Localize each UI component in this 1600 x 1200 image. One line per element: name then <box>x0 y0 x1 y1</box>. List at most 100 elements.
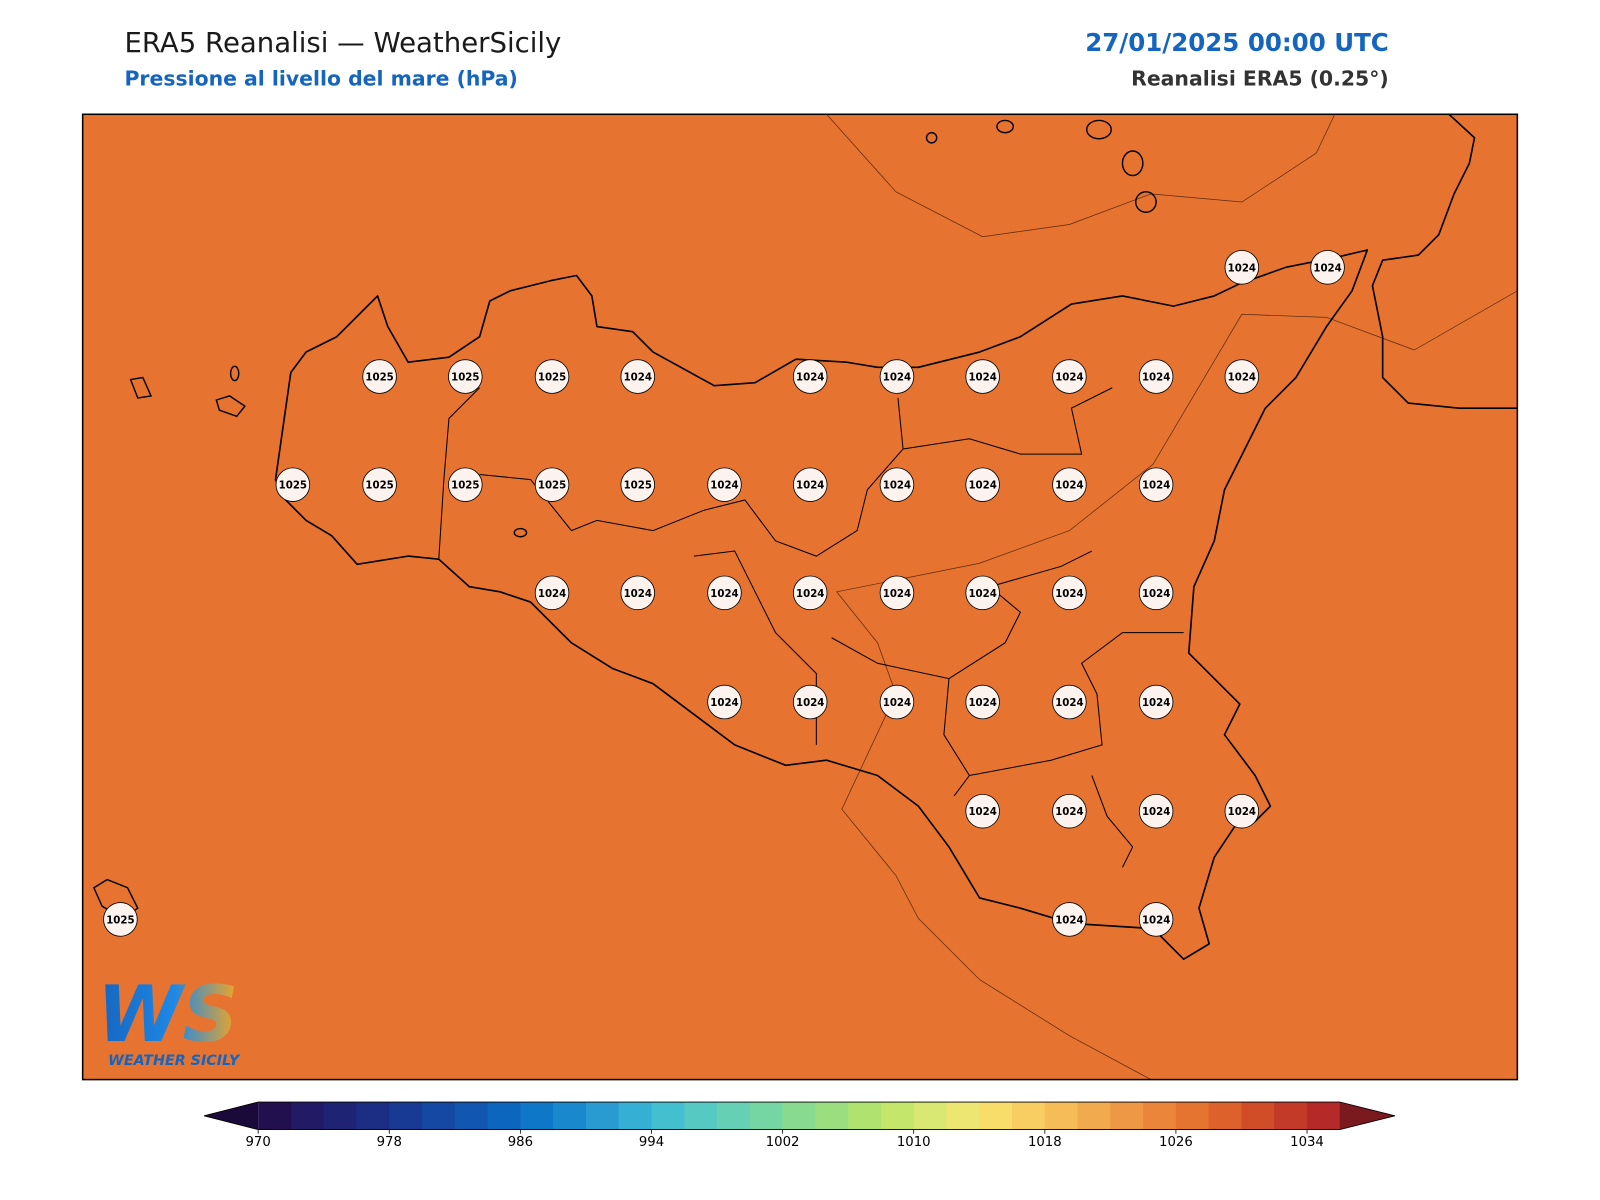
colorbar-segment <box>979 1102 1013 1130</box>
station-label: 1024 <box>1313 263 1341 274</box>
colorbar-segment <box>618 1102 652 1130</box>
station-label: 1024 <box>968 589 996 600</box>
station-marker <box>792 684 828 720</box>
colorbar-segment <box>815 1102 849 1130</box>
station-label: 1024 <box>1228 807 1256 818</box>
colorbar-segment <box>487 1102 521 1130</box>
station-label: 1024 <box>796 589 824 600</box>
sicily-coastline <box>274 249 1369 961</box>
colorbar-segment <box>1077 1102 1111 1130</box>
station-marker <box>1052 467 1087 502</box>
colorbar-segment <box>913 1102 947 1130</box>
station-label: 1024 <box>1142 481 1170 492</box>
station-label: 1024 <box>968 698 996 709</box>
colorbar-segment <box>1044 1102 1079 1130</box>
station-marker <box>1052 902 1087 937</box>
station-label: 1024 <box>1142 915 1170 926</box>
colorbar-segment <box>782 1102 816 1130</box>
colorbar-segment <box>684 1102 718 1130</box>
colorbar-tick-label: 1002 <box>766 1135 800 1150</box>
pressure-field-low <box>836 290 1518 1080</box>
colorbar-segment <box>323 1102 358 1130</box>
colorbar-segment <box>1307 1102 1341 1130</box>
station-label: 1024 <box>1055 373 1083 384</box>
station-label: 1024 <box>710 589 738 600</box>
map-subtitle: Pressione al livello del mare (hPa) <box>124 67 517 91</box>
colorbar-segment <box>454 1102 489 1130</box>
colorbar-segment <box>1274 1102 1308 1130</box>
station-label: 1025 <box>624 481 652 492</box>
station-label: 1024 <box>1055 698 1083 709</box>
station-marker <box>1310 250 1345 285</box>
station-marker <box>1138 684 1174 720</box>
station-marker <box>792 359 828 394</box>
station-label: 1025 <box>538 373 566 384</box>
station-label: 1024 <box>1142 589 1170 600</box>
station-label: 1024 <box>1055 481 1083 492</box>
station-label: 1024 <box>624 373 652 384</box>
station-marker <box>965 684 1000 720</box>
station-marker <box>1224 359 1260 394</box>
station-label: 1024 <box>883 589 911 600</box>
station-marker <box>448 359 483 394</box>
station-marker <box>707 575 742 611</box>
colorbar-over <box>1339 1102 1395 1130</box>
logo-mark: WS <box>97 970 238 1060</box>
station-marker <box>965 359 1000 394</box>
station-label: 1024 <box>538 589 566 600</box>
colorbar-tick-label: 970 <box>246 1135 271 1150</box>
station-marker <box>965 575 1000 611</box>
station-marker <box>792 575 828 611</box>
station-label: 1024 <box>796 481 824 492</box>
station-label: 1025 <box>279 481 307 492</box>
colorbar-segment <box>1208 1102 1242 1130</box>
station-marker <box>362 467 397 502</box>
station-marker <box>879 467 915 502</box>
station-marker <box>879 575 915 611</box>
colorbar-segment <box>1012 1102 1046 1130</box>
logo: WS WEATHER SICILY <box>97 970 241 1069</box>
station-marker <box>275 467 311 502</box>
colorbar-segment <box>258 1102 292 1130</box>
station-marker <box>448 467 483 502</box>
station-marker <box>534 575 570 611</box>
station-marker <box>103 902 138 937</box>
logo-text: WEATHER SICILY <box>108 1053 241 1069</box>
map-frame <box>81 113 1519 1081</box>
colorbar-segment <box>290 1102 325 1130</box>
station-label: 1025 <box>451 373 479 384</box>
colorbar-under <box>204 1102 259 1130</box>
station-marker <box>707 467 742 502</box>
station-label: 1024 <box>883 481 911 492</box>
colorbar-segment <box>848 1102 882 1130</box>
station-label: 1024 <box>1055 807 1083 818</box>
station-label: 1024 <box>1142 698 1170 709</box>
station-marker <box>1138 359 1174 394</box>
station-label: 1024 <box>968 481 996 492</box>
station-label: 1025 <box>538 481 566 492</box>
colorbar-tick-label: 1034 <box>1290 1135 1324 1150</box>
station-marker <box>1052 575 1087 611</box>
station-marker <box>879 359 915 394</box>
station-label: 1024 <box>710 698 738 709</box>
colorbar-tick-label: 994 <box>639 1135 664 1150</box>
colorbar-segment <box>1143 1102 1177 1130</box>
station-marker <box>965 793 1000 829</box>
map-source: Reanalisi ERA5 (0.25°) <box>1131 67 1389 91</box>
station-label: 1025 <box>365 481 393 492</box>
station-label: 1024 <box>1055 589 1083 600</box>
colorbar-tick-label: 1010 <box>897 1135 931 1150</box>
station-marker <box>534 359 570 394</box>
station-label: 1024 <box>710 481 738 492</box>
station-marker <box>1224 793 1260 829</box>
station-label: 1024 <box>1142 373 1170 384</box>
station-label: 1024 <box>796 698 824 709</box>
station-label: 1024 <box>1228 373 1256 384</box>
colorbar-tick-label: 978 <box>377 1135 402 1150</box>
map-datetime: 27/01/2025 00:00 UTC <box>1085 28 1389 57</box>
station-marker <box>534 467 570 502</box>
colorbar-segment <box>1241 1102 1275 1130</box>
station-marker <box>620 467 655 502</box>
